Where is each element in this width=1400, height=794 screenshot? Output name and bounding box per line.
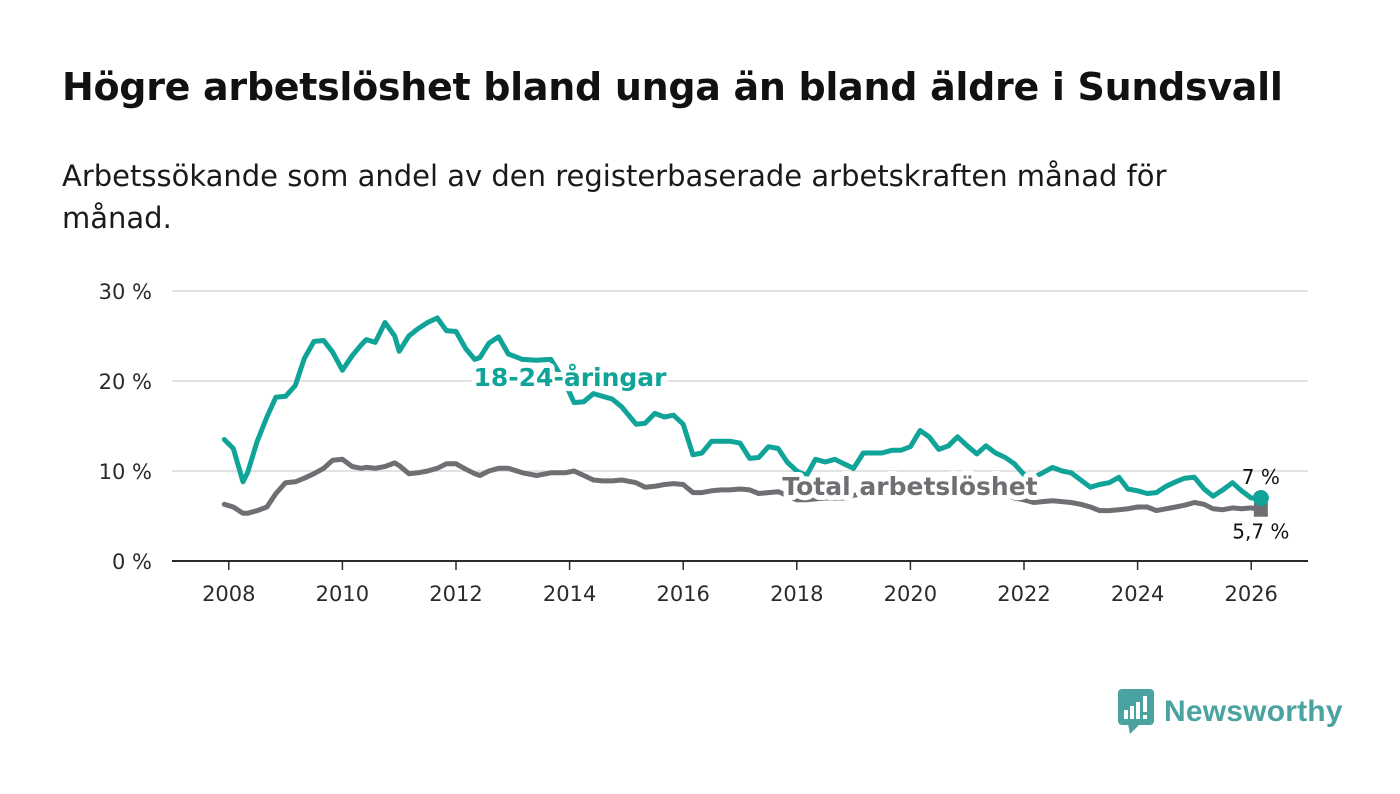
newsworthy-logo[interactable]: Newsworthy — [1118, 688, 1343, 736]
bar-chart-speech-bubble-icon — [1118, 689, 1154, 734]
y-tick-label: 20 % — [99, 370, 152, 394]
x-tick-label: 2012 — [429, 582, 482, 606]
youth-series-label-halo: 18-24-åringar — [474, 363, 668, 392]
y-tick-label: 0 % — [112, 550, 152, 574]
youth-end-value-label: 7 % — [1242, 465, 1280, 489]
total-series-label-halo: Total arbetslöshet — [782, 472, 1037, 501]
total-end-value-label: 5,7 % — [1232, 520, 1289, 544]
y-tick-label: 10 % — [99, 460, 152, 484]
line-chart: 0 % 10 % 20 % 30 % 2008 2010 2012 2014 2016 2018… — [99, 280, 1308, 606]
x-tick-label: 2008 — [202, 582, 255, 606]
x-tick-label: 2016 — [656, 582, 709, 606]
x-tick-label: 2018 — [770, 582, 823, 606]
youth-series-label: 18-24-åringar — [474, 363, 668, 392]
total-series-line — [221, 456, 1264, 516]
x-tick-label: 2022 — [997, 582, 1050, 606]
series-labels: 7 %5,7 %18-24-åringar18-24-åringarTotal … — [469, 358, 1290, 544]
x-tick-label: 2014 — [543, 582, 596, 606]
x-axis: 2008 2010 2012 2014 2016 2018 2020 2022 2024 2026 — [172, 560, 1308, 606]
total-end-marker — [1253, 502, 1268, 517]
x-tick-label: 2024 — [1111, 582, 1164, 606]
gridlines: 0 % 10 % 20 % 30 % — [99, 280, 1308, 574]
x-tick-label: 2020 — [884, 582, 937, 606]
brand-name: Newsworthy — [1164, 695, 1343, 728]
chart-subtitle: Arbetssökande som andel av den registerb… — [62, 159, 1167, 235]
youth-end-marker — [1252, 490, 1269, 506]
chart-title: Högre arbetslöshet bland unga än bland ä… — [62, 65, 1283, 109]
youth-series-line — [221, 315, 1264, 501]
y-tick-label: 30 % — [99, 280, 152, 304]
x-tick-label: 2010 — [316, 582, 369, 606]
total-series-label: Total arbetslöshet — [782, 472, 1037, 501]
data-series — [221, 315, 1269, 517]
x-tick-label: 2026 — [1224, 582, 1277, 606]
